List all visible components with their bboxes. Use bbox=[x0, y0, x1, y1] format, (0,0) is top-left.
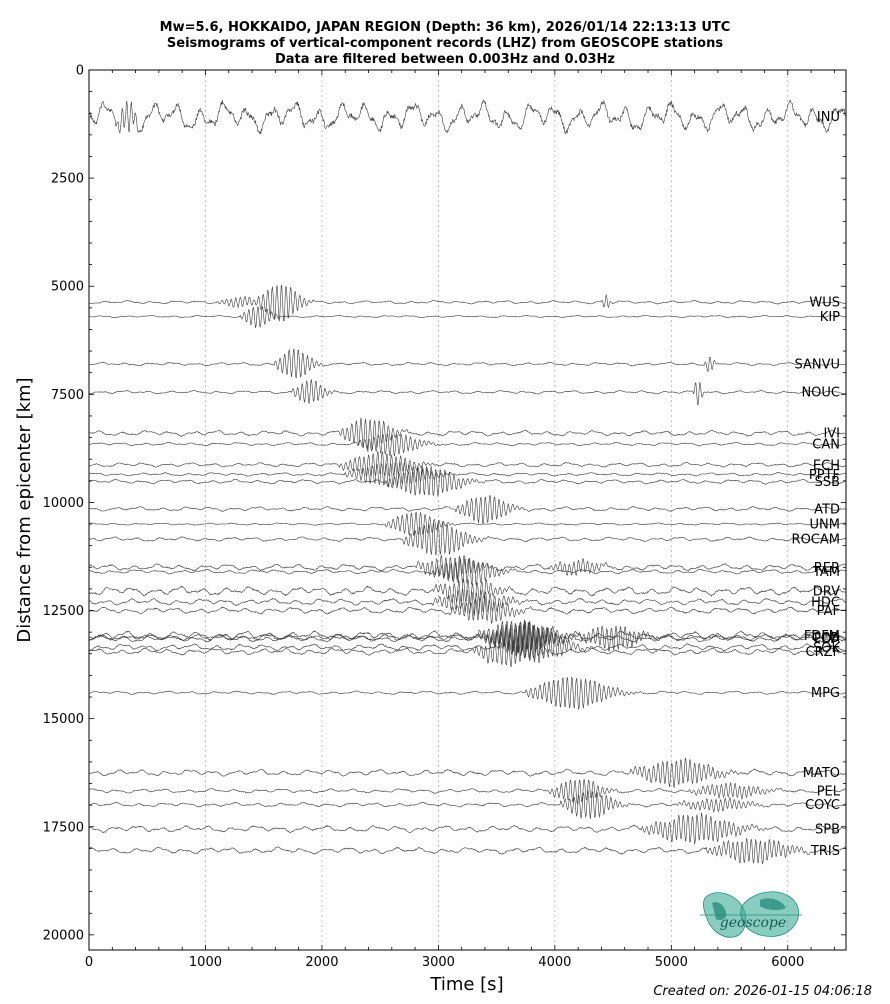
y-tick-label-20000: 20000 bbox=[43, 928, 84, 943]
chart-title-line-3: Data are filtered between 0.003Hz and 0.… bbox=[275, 52, 615, 67]
trace-TRIS bbox=[89, 837, 846, 865]
trace-INU bbox=[89, 99, 846, 135]
y-tick-label-0: 0 bbox=[76, 64, 84, 79]
station-label-FDA: FDA bbox=[814, 632, 840, 647]
station-label-NOUC: NOUC bbox=[801, 386, 840, 401]
trace-IVI bbox=[89, 417, 846, 452]
trace-SPB bbox=[89, 812, 846, 845]
station-label-DRV: DRV bbox=[813, 585, 840, 600]
x-tick-label-2000: 2000 bbox=[305, 955, 338, 970]
station-label-TRIS: TRIS bbox=[810, 844, 840, 859]
x-tick-label-5000: 5000 bbox=[655, 955, 688, 970]
trace-RER bbox=[89, 554, 846, 581]
trace-CAN bbox=[89, 433, 846, 457]
station-label-ATD: ATD bbox=[814, 502, 840, 517]
created-timestamp: Created on: 2026-01-15 04:06:18 bbox=[653, 984, 872, 999]
trace-COYC bbox=[89, 789, 846, 819]
chart-title-line-1: Mw=5.6, HOKKAIDO, JAPAN REGION (Depth: 3… bbox=[160, 20, 731, 35]
station-label-PEL: PEL bbox=[817, 784, 841, 799]
station-label-INU: INU bbox=[817, 110, 840, 125]
trace-HDC bbox=[89, 588, 846, 617]
logo-wordmark: geoscope bbox=[720, 915, 786, 931]
trace-SANVU bbox=[89, 348, 846, 379]
x-tick-label-6000: 6000 bbox=[771, 955, 804, 970]
y-tick-label-17500: 17500 bbox=[43, 820, 84, 835]
station-label-COYC: COYC bbox=[805, 798, 840, 813]
trace-PAF bbox=[89, 596, 846, 624]
station-label-IVI: IVI bbox=[823, 427, 840, 442]
y-tick-label-5000: 5000 bbox=[51, 280, 84, 295]
seismogram-traces bbox=[89, 99, 846, 865]
station-label-CAN: CAN bbox=[812, 438, 840, 453]
trace-UNM bbox=[89, 511, 846, 537]
plot-frame bbox=[88, 69, 847, 951]
y-tick-label-12500: 12500 bbox=[43, 604, 84, 619]
station-label-MPG: MPG bbox=[811, 686, 840, 701]
station-label-SOK: SOK bbox=[813, 641, 840, 656]
y-tick-label-7500: 7500 bbox=[51, 388, 84, 403]
station-label-PPTF: PPTF bbox=[809, 468, 840, 483]
station-label-MATO: MATO bbox=[803, 766, 840, 781]
chart-title-line-2: Seismograms of vertical-component record… bbox=[167, 36, 723, 51]
y-tick-label-2500: 2500 bbox=[51, 172, 84, 187]
trace-KIP bbox=[89, 306, 846, 328]
trace-WUS bbox=[89, 284, 846, 322]
y-axis-label: Distance from epicenter [km] bbox=[14, 377, 35, 642]
trace-FDA bbox=[89, 622, 846, 655]
station-label-SANVU: SANVU bbox=[794, 358, 840, 373]
logo-lobe-right bbox=[740, 891, 799, 937]
station-label-WUS: WUS bbox=[809, 296, 840, 311]
axis-ticks: 0 1000 2000 3000 4000 5000 6000 0 2500 5000 7500 10… bbox=[43, 64, 846, 970]
grid-lines bbox=[205, 70, 789, 950]
station-label-CRZF: CRZF bbox=[806, 645, 841, 660]
station-label-RER: RER bbox=[814, 561, 840, 576]
x-axis-label: Time [s] bbox=[429, 974, 503, 995]
trace-MATO bbox=[89, 757, 846, 788]
trace-CCD bbox=[89, 619, 846, 653]
station-label-TAM: TAM bbox=[812, 565, 840, 580]
x-tick-label-0: 0 bbox=[85, 955, 93, 970]
geoscope-logo: geoscope bbox=[700, 891, 802, 938]
trace-ROCAM bbox=[89, 521, 846, 556]
station-label-CCD: CCD bbox=[812, 631, 840, 646]
x-tick-label-4000: 4000 bbox=[538, 955, 571, 970]
x-tick-label-3000: 3000 bbox=[422, 955, 455, 970]
y-tick-label-15000: 15000 bbox=[43, 712, 84, 727]
trace-PEL bbox=[89, 778, 846, 805]
trace-ATD bbox=[89, 495, 846, 525]
trace-ECH bbox=[89, 451, 846, 477]
logo-continent-2 bbox=[760, 898, 786, 911]
trace-NOUC bbox=[89, 379, 846, 406]
station-label-KIP: KIP bbox=[820, 310, 840, 325]
station-label-SPB: SPB bbox=[815, 822, 840, 837]
y-tick-label-10000: 10000 bbox=[43, 496, 84, 511]
station-label-FDFM: FDFM bbox=[804, 629, 840, 644]
logo-continent-1 bbox=[712, 902, 727, 921]
station-label-UNM: UNM bbox=[810, 518, 840, 533]
x-tick-label-1000: 1000 bbox=[189, 955, 222, 970]
trace-CRZF bbox=[89, 637, 846, 667]
station-label-SSB: SSB bbox=[815, 475, 840, 490]
trace-FDFM bbox=[89, 620, 846, 653]
station-label-ROCAM: ROCAM bbox=[792, 533, 840, 548]
trace-PPTF bbox=[89, 461, 846, 488]
station-label-HDC: HDC bbox=[811, 595, 840, 610]
trace-SOK bbox=[89, 633, 846, 664]
trace-SSB bbox=[89, 464, 846, 497]
trace-MPG bbox=[89, 676, 846, 710]
trace-DRV bbox=[89, 578, 846, 606]
station-label-ECH: ECH bbox=[813, 458, 840, 473]
station-label-PAF: PAF bbox=[817, 604, 840, 619]
